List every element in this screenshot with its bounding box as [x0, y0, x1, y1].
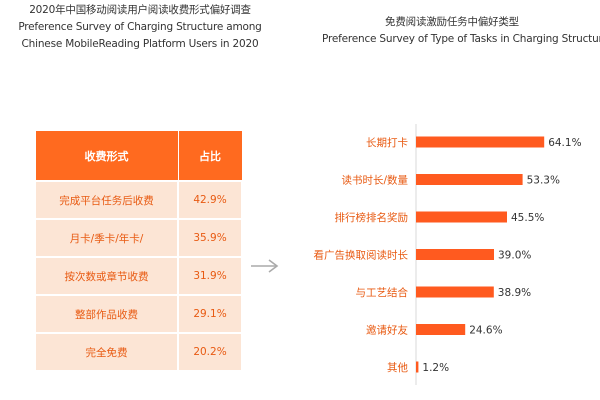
table-row: 完全免费 20.2% — [34, 332, 243, 372]
value-label: 45.5% — [511, 212, 544, 224]
category-label: 邀请好友 — [366, 324, 408, 337]
cell-charging-form: 整部作品收费 — [34, 294, 179, 334]
left-chart-title: 2020年中国移动阅读用户阅读收费形式偏好调查 Preference Surve… — [10, 2, 270, 53]
value-label: 64.1% — [548, 137, 581, 149]
bar — [416, 174, 523, 185]
charging-preference-table: 收费形式 占比 完成平台任务后收费 42.9% 月卡/季卡/年卡/ 35.9% … — [34, 130, 243, 372]
cell-charging-form: 完全免费 — [34, 332, 179, 372]
table-row: 月卡/季卡/年卡/ 35.9% — [34, 218, 243, 258]
bar — [416, 361, 419, 373]
right-title-line-1: 免费阅读激励任务中偏好类型 — [385, 16, 519, 28]
bar — [416, 286, 494, 298]
table-header-row: 收费形式 占比 — [34, 130, 243, 182]
category-label: 读书时长/数量 — [341, 174, 408, 187]
category-label: 与工艺结合 — [356, 286, 409, 299]
right-title-line-2: Preference Survey of Type of Tasks in Ch… — [322, 33, 600, 45]
header-charging-form: 收费形式 — [34, 130, 179, 182]
cell-charging-form: 按次数或章节收费 — [34, 256, 179, 296]
left-title-line-1: 2020年中国移动阅读用户阅读收费形式偏好调查 — [29, 4, 251, 16]
table-row: 整部作品收费 29.1% — [34, 294, 243, 334]
cell-share: 20.2% — [177, 332, 243, 372]
value-label: 24.6% — [469, 325, 502, 337]
cell-share: 42.9% — [177, 180, 243, 220]
category-label: 长期打卡 — [366, 136, 408, 149]
cell-share: 35.9% — [177, 218, 243, 258]
cell-charging-form: 月卡/季卡/年卡/ — [34, 218, 179, 258]
cell-share: 31.9% — [177, 256, 243, 296]
cell-charging-form: 完成平台任务后收费 — [34, 180, 179, 220]
bar — [416, 136, 545, 148]
category-label: 其他 — [387, 361, 408, 374]
category-label: 排行榜排名奖励 — [335, 211, 409, 224]
value-label: 39.0% — [498, 250, 531, 262]
cell-share: 29.1% — [177, 294, 243, 334]
left-title-line-2: Preference Survey of Charging Structure … — [18, 21, 262, 33]
bar — [416, 324, 466, 335]
bar — [416, 249, 494, 260]
table-row: 按次数或章节收费 31.9% — [34, 256, 243, 296]
task-preference-bar-chart: 长期打卡 64.1% 读书时长/数量 53.3% 排行榜排名奖励 45.5% 看广告换取阅读… — [314, 124, 582, 385]
left-title-line-3: Chinese MobileReading Platform Users in … — [21, 38, 259, 50]
table-row: 完成平台任务后收费 42.9% — [34, 180, 243, 220]
right-chart-title: 免费阅读激励任务中偏好类型 Preference Survey of Type … — [322, 14, 600, 48]
bar — [416, 211, 507, 223]
right-arrow-icon — [251, 259, 279, 273]
value-label: 38.9% — [498, 287, 531, 299]
header-share: 占比 — [177, 130, 243, 182]
value-label: 53.3% — [527, 175, 560, 187]
value-label: 1.2% — [422, 362, 449, 374]
category-label: 看广告换取阅读时长 — [314, 249, 409, 262]
